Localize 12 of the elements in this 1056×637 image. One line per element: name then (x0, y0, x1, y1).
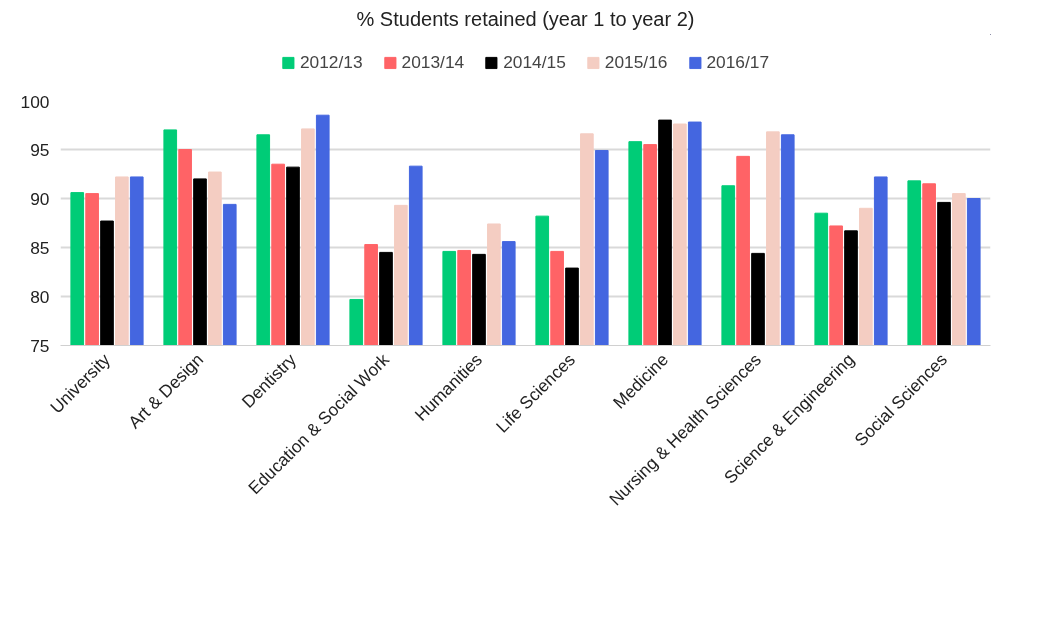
legend-label: 2012/13 (299, 51, 363, 73)
chart-title: % Students retained (year 1 to year 2) (356, 7, 695, 30)
y-tick-label: 100 (20, 91, 50, 112)
y-tick-label: 75 (30, 335, 50, 356)
y-tick-label: 80 (30, 286, 50, 307)
legend-label: 2013/14 (401, 51, 465, 73)
y-tick-label: 95 (30, 139, 50, 160)
y-tick-label: 85 (30, 237, 50, 258)
legend-label: 2014/15 (503, 51, 566, 73)
legend-label: 2016/17 (706, 51, 770, 73)
legend-label: 2015/16 (604, 51, 668, 73)
y-tick-label: 90 (30, 188, 50, 209)
